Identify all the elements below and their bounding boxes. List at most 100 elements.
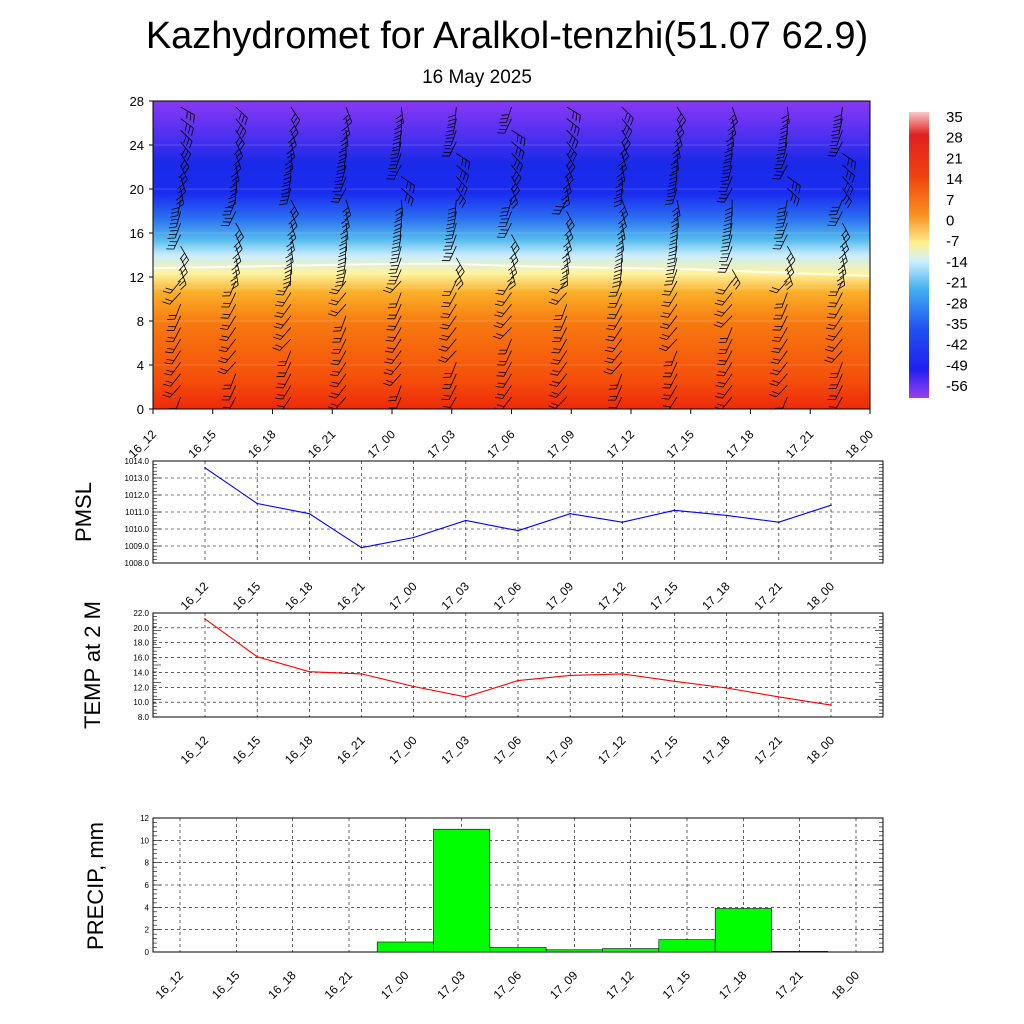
wind-barb-staff	[335, 396, 347, 409]
wind-barb	[388, 153, 402, 170]
wind-barb-feather	[163, 383, 171, 387]
wind-barb-feather	[166, 369, 174, 373]
wind-barb	[232, 246, 242, 267]
wind-barb-feather	[617, 234, 625, 240]
wind-barb-staff	[180, 257, 188, 273]
wind-barb	[495, 373, 512, 388]
wind-barb-feather	[341, 238, 349, 244]
wind-barb-feather	[824, 348, 833, 352]
wind-barb	[667, 176, 678, 195]
precip-bar	[545, 949, 603, 953]
wind-barb-staff	[836, 199, 843, 215]
wind-barb	[177, 269, 187, 290]
wind-barb-feather	[841, 245, 848, 252]
wind-barb-feather	[662, 405, 671, 408]
wind-barb-feather	[826, 316, 835, 319]
wind-barb-feather	[625, 127, 630, 135]
wind-barb-staff	[281, 303, 292, 318]
wind-barb-staff	[502, 385, 512, 399]
wind-barb-feather	[612, 280, 621, 284]
wind-barb-feather	[495, 386, 504, 388]
wind-barb	[616, 164, 626, 186]
wind-barb-feather	[781, 114, 789, 120]
wind-barb-feather	[552, 370, 560, 373]
wind-barb-feather	[441, 260, 450, 262]
wind-barb-feather	[844, 197, 850, 205]
wind-barb-feather	[168, 326, 176, 328]
wind-barb-feather	[496, 311, 505, 315]
wind-barb	[566, 141, 577, 162]
wind-barb-feather	[329, 374, 338, 377]
wind-barb-feather	[170, 230, 178, 232]
x-tick-label: 17_03	[438, 733, 472, 767]
wind-barb-feather	[164, 362, 172, 365]
wind-barb	[550, 350, 568, 365]
wind-barb	[719, 246, 733, 263]
wind-barb	[773, 222, 788, 239]
wind-barb-feather	[442, 313, 451, 315]
wind-barb	[770, 350, 788, 365]
wind-barb-feather	[237, 124, 242, 132]
wind-barb-staff	[229, 373, 237, 389]
wind-barb-feather	[501, 207, 510, 209]
wind-barb-feather	[444, 373, 453, 375]
wind-barb-feather	[562, 203, 570, 209]
wind-barb-feather	[441, 155, 450, 157]
wind-barb-feather	[790, 259, 796, 267]
wind-barb-feather	[714, 302, 723, 306]
wind-barb-feather	[284, 161, 292, 166]
x-tick-label: 17_12	[595, 733, 629, 767]
wind-barb-feather	[287, 230, 294, 236]
x-tick-label: 17_00	[365, 427, 399, 461]
wind-barb	[343, 106, 353, 128]
wind-barb	[824, 338, 843, 352]
wind-barb-feather	[448, 114, 456, 118]
wind-barb-feather	[223, 395, 231, 397]
wind-barb-feather	[331, 352, 340, 354]
wind-barb-staff	[724, 257, 733, 273]
wind-barb-feather	[665, 361, 673, 363]
wind-barb-feather	[770, 361, 779, 365]
x-tick-label: 16_15	[209, 968, 243, 1002]
wind-barb-feather	[667, 261, 675, 265]
x-tick-label: 16_21	[322, 968, 356, 1002]
y-tick-label: 1013.0	[125, 474, 150, 483]
wind-barb-feather	[516, 177, 522, 185]
x-tick-label: 16_21	[305, 427, 339, 461]
wind-barb	[388, 257, 402, 274]
wind-barb-feather	[221, 225, 229, 227]
wind-barb-feather	[775, 171, 784, 173]
wind-barb-feather	[166, 348, 175, 350]
wind-barb-feather	[615, 253, 623, 258]
wind-barb	[180, 129, 193, 149]
wind-barb-feather	[394, 227, 402, 231]
wind-barb-feather	[720, 180, 729, 182]
wind-barb	[284, 153, 293, 174]
wind-barb-staff	[556, 373, 568, 387]
wind-barb-feather	[446, 129, 454, 133]
wind-barb	[275, 280, 292, 296]
data-point	[360, 673, 363, 675]
wind-barb-feather	[342, 129, 350, 136]
wind-barb-feather	[723, 226, 731, 231]
wind-barb-feather	[165, 287, 174, 291]
wind-barb	[771, 338, 788, 353]
wind-barb-feather	[659, 326, 668, 329]
wind-barb-feather	[661, 397, 670, 400]
wind-barb-feather	[445, 252, 453, 254]
wind-barb-feather	[447, 211, 456, 215]
wind-barb-feather	[392, 141, 401, 145]
x-tick-label: 17_18	[716, 968, 750, 1002]
wind-barb	[494, 292, 512, 307]
wind-barb-feather	[774, 325, 783, 327]
wind-barb-feather	[387, 318, 395, 320]
wind-barb-feather	[622, 214, 629, 221]
wind-barb	[604, 350, 623, 364]
wind-barb-feather	[778, 207, 786, 210]
wind-barb-feather	[391, 149, 400, 152]
wind-barb-feather	[412, 185, 415, 194]
wind-barb	[553, 304, 568, 321]
wind-barb-feather	[388, 272, 397, 274]
wind-barb-feather	[831, 217, 839, 219]
wind-barb-feather	[338, 257, 346, 262]
